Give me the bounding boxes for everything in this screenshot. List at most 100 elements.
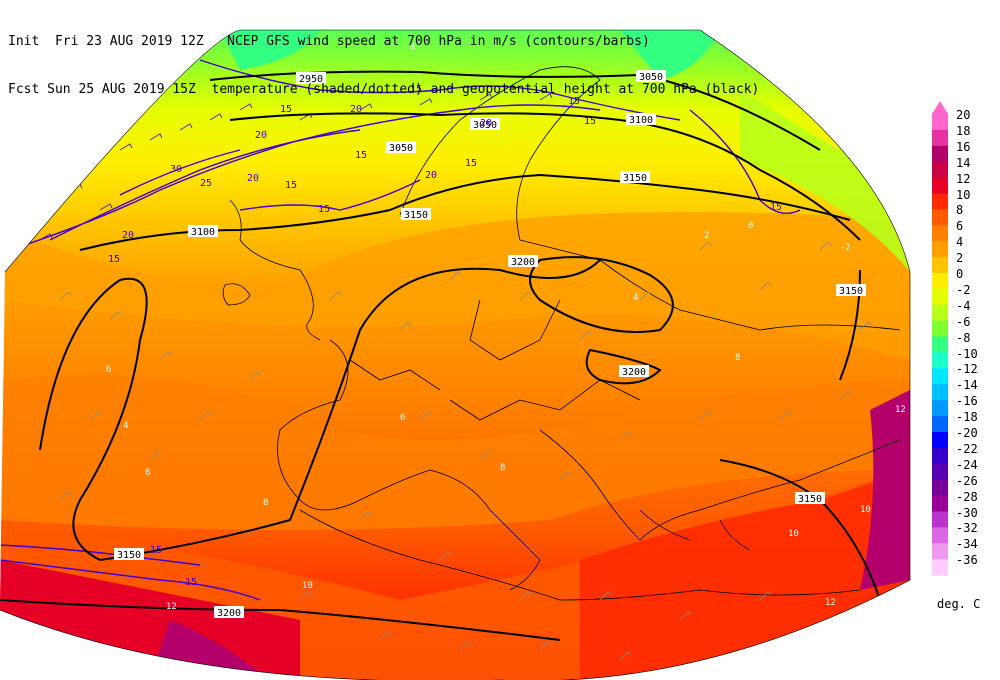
colorbar-tick-label: -34 — [956, 537, 978, 552]
wind-label: 20 — [247, 173, 259, 184]
colorbar-swatch — [932, 320, 948, 338]
height-labels: 2950 3050 3100 3100 3150 3150 3150 3150 … — [114, 70, 866, 619]
svg-text:2950: 2950 — [299, 74, 323, 85]
colorbar-tick-label: 12 — [956, 171, 971, 186]
colorbar-tick-label: -10 — [956, 346, 978, 361]
colorbar-swatch — [932, 400, 948, 417]
height-label-3150: 3150 — [114, 548, 144, 561]
map-outline — [0, 29, 911, 680]
colorbar-tick-label: -14 — [956, 378, 978, 393]
wind-label: 15 — [355, 150, 367, 161]
colorbar-swatch — [932, 384, 948, 401]
colorbar-swatch — [932, 511, 948, 528]
temp-label: 2 — [704, 231, 709, 241]
wind-label: 15 — [770, 202, 782, 213]
height-label-3200: 3200 — [214, 606, 244, 619]
colorbar-tick-label: 20 — [956, 108, 971, 122]
temp-label: 4 — [123, 421, 128, 431]
colorbar-tick-label: -30 — [956, 505, 978, 520]
wind-label: 15 — [285, 180, 297, 191]
colorbar-swatch — [932, 129, 948, 147]
colorbar-swatch — [932, 336, 948, 353]
colorbar-swatch — [932, 432, 948, 449]
colorbar-swatch — [932, 368, 948, 385]
colorbar-tick-label: -36 — [956, 553, 978, 568]
temp-label: 6 — [106, 365, 111, 375]
height-label-3050: 3050 — [636, 70, 666, 83]
height-label-3150: 3150 — [795, 492, 825, 505]
svg-text:3050: 3050 — [389, 143, 413, 154]
geopotential-contours — [0, 70, 881, 641]
colorbar-swatch — [932, 447, 948, 465]
wind-labels: 15 20 15 20 25 30 20 15 15 15 15 20 15 1… — [108, 84, 782, 588]
colorbar-tick-label: 8 — [956, 203, 964, 218]
wind-label: 15 — [568, 96, 580, 107]
wind-label: 30 — [170, 164, 182, 175]
height-label-3050: 3050 — [386, 141, 416, 154]
wind-label: 20 — [350, 104, 362, 115]
colorbar-units: deg. C — [937, 597, 981, 611]
colorbar-swatch — [932, 177, 948, 194]
colorbar-tick-label: 4 — [956, 235, 964, 250]
colorbar-swatch — [932, 114, 948, 131]
colorbar-tick-label: -6 — [956, 314, 971, 329]
colorbar-tick-label: -12 — [956, 362, 978, 377]
wind-label: 20 — [255, 130, 267, 141]
colorbar-tick-label: -2 — [956, 282, 971, 297]
chart-header: Init Fri 23 AUG 2019 12Z NCEP GFS wind s… — [8, 2, 759, 114]
colorbar-tick-label: 2 — [956, 251, 964, 266]
colorbar-tick-label: -24 — [956, 457, 978, 472]
wind-label: 25 — [200, 178, 212, 189]
colorbar-tick-label: -26 — [956, 473, 978, 488]
colorbar-swatch — [932, 193, 948, 210]
colorbar-swatch — [932, 145, 948, 163]
colorbar-swatch — [932, 352, 948, 369]
colorbar-swatch — [932, 225, 948, 242]
svg-text:3150: 3150 — [404, 210, 428, 221]
height-label-3150: 3150 — [620, 171, 650, 184]
temp-label: 10 — [788, 529, 799, 539]
colorbar-tick-label: -16 — [956, 394, 978, 409]
wind-label: 15 — [465, 158, 477, 169]
temp-label: 0 — [748, 221, 753, 231]
svg-text:3050: 3050 — [639, 72, 663, 83]
temp-label: 6 — [400, 413, 405, 423]
svg-text:3150: 3150 — [839, 286, 863, 297]
svg-text:3200: 3200 — [511, 257, 535, 268]
colorbar-tick-label: 0 — [956, 267, 964, 281]
wind-label: 15 — [318, 204, 330, 215]
height-label-3150: 3150 — [401, 208, 431, 221]
colorbar-tick-label: 18 — [956, 123, 971, 138]
colorbar-swatch — [932, 527, 948, 544]
colorbar-swatch — [932, 161, 948, 179]
temp-label: 10 — [302, 581, 313, 591]
svg-text:3150: 3150 — [117, 550, 141, 561]
colorbar-tick-label: -32 — [956, 521, 978, 536]
colorbar-swatch — [932, 241, 948, 258]
colorbar-tick-label: -4 — [956, 298, 971, 313]
temp-label: 10 — [860, 505, 871, 515]
colorbar-swatch — [932, 495, 948, 512]
wind-label: 15 — [108, 254, 120, 265]
height-label-3200: 3200 — [619, 365, 649, 378]
svg-text:3100: 3100 — [191, 227, 215, 238]
wind-label: 15 — [185, 577, 197, 588]
colorbar-swatch — [932, 543, 948, 560]
colorbar-tick-label: -28 — [956, 489, 978, 504]
wind-label: 20 — [425, 170, 437, 181]
svg-text:3050: 3050 — [473, 120, 497, 131]
colorbar-tick-label: -22 — [956, 441, 978, 456]
height-label-2950: 2950 — [296, 72, 326, 85]
wind-label: 15 — [410, 84, 422, 95]
colorbar-tick-label: 6 — [956, 219, 964, 234]
svg-text:3200: 3200 — [217, 608, 241, 619]
colorbar-swatch — [932, 559, 948, 576]
colorbar-tick-label: -20 — [956, 426, 978, 440]
temp-label: 12 — [825, 598, 836, 608]
colorbar-tick-label: -8 — [956, 330, 971, 345]
colorbar-arrow-icon — [932, 101, 948, 114]
colorbar-tick-label: -18 — [956, 410, 978, 425]
